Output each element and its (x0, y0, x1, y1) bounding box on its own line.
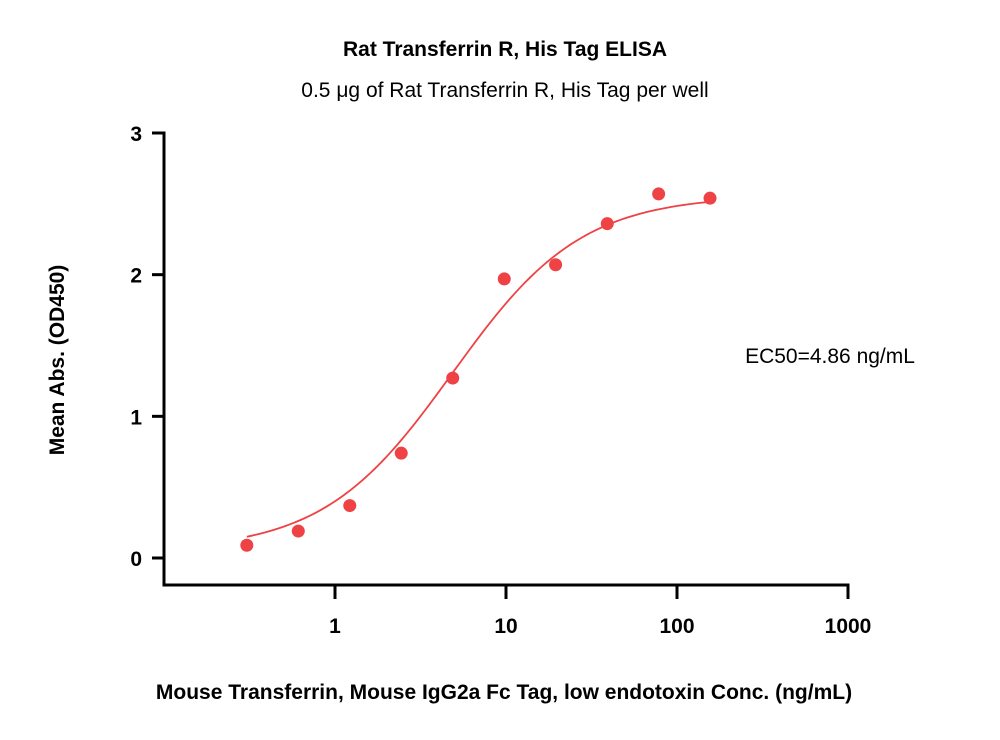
x-tick-label: 1000 (825, 615, 872, 638)
x-axis-label: Mouse Transferrin, Mouse IgG2a Fc Tag, l… (156, 681, 852, 704)
data-point (240, 538, 254, 552)
data-points (240, 187, 717, 552)
y-ticks: 0 1 2 3 (130, 123, 164, 571)
data-point (600, 217, 614, 231)
x-tick-label: 100 (659, 615, 694, 638)
chart-subtitle: 0.5 μg of Rat Transferrin R, His Tag per… (301, 79, 708, 102)
chart-title: Rat Transferrin R, His Tag ELISA (343, 38, 667, 61)
data-point (343, 499, 357, 513)
data-point (703, 191, 717, 205)
data-point (291, 524, 305, 538)
fit-curve (246, 200, 711, 538)
y-tick-label: 3 (130, 123, 142, 146)
x-tick-label: 10 (494, 615, 517, 638)
y-tick-label: 0 (130, 548, 142, 571)
x-tick-label: 1 (329, 615, 341, 638)
y-tick-label: 1 (130, 406, 142, 429)
y-tick-label: 2 (130, 265, 142, 288)
x-ticks: 1 10 100 1000 (329, 585, 871, 638)
data-point (446, 371, 460, 385)
data-point (497, 272, 511, 286)
y-axis-label: Mean Abs. (OD450) (46, 265, 69, 456)
data-point (394, 446, 408, 460)
data-point (652, 187, 666, 201)
fit-curve-group (246, 200, 711, 538)
data-point (549, 258, 563, 272)
ec50-annotation: EC50=4.86 ng/mL (745, 345, 915, 368)
